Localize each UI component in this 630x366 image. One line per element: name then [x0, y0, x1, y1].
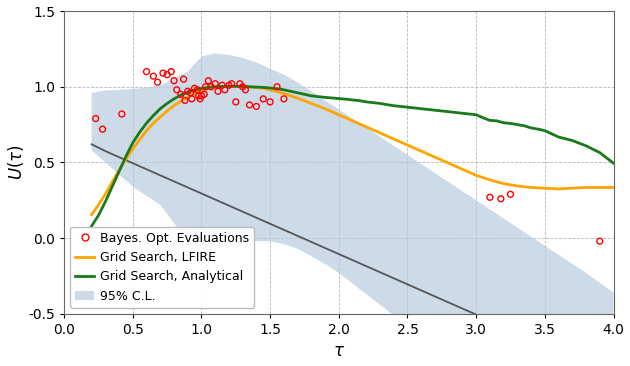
Point	[169, 78, 179, 83]
Y-axis label: $U(\tau)$: $U(\tau)$	[6, 145, 26, 180]
Point	[176, 92, 186, 97]
Point	[244, 102, 255, 108]
X-axis label: $\tau$: $\tau$	[333, 343, 345, 361]
Point	[272, 84, 282, 90]
Point	[258, 96, 268, 102]
Point	[210, 81, 220, 87]
Point	[220, 87, 230, 93]
Point	[227, 81, 237, 87]
Point	[180, 97, 190, 103]
Legend: Bayes. Opt. Evaluations, Grid Search, LFIRE, Grid Search, Analytical, 95% C.L.: Bayes. Opt. Evaluations, Grid Search, LF…	[71, 227, 255, 307]
Point	[185, 90, 195, 96]
Point	[217, 82, 227, 88]
Point	[98, 126, 108, 132]
Point	[200, 84, 210, 90]
Point	[496, 196, 506, 202]
Point	[187, 96, 197, 102]
Point	[193, 93, 203, 99]
Point	[238, 84, 248, 90]
Point	[152, 79, 163, 85]
Point	[192, 87, 202, 93]
Point	[206, 84, 216, 90]
Point	[166, 69, 176, 75]
Point	[213, 88, 223, 94]
Point	[195, 96, 205, 102]
Point	[183, 88, 193, 94]
Point	[241, 87, 251, 93]
Point	[172, 87, 182, 93]
Point	[203, 78, 214, 83]
Point	[279, 96, 289, 102]
Point	[235, 81, 245, 87]
Point	[162, 72, 172, 78]
Point	[148, 73, 158, 79]
Point	[178, 76, 188, 82]
Point	[158, 70, 168, 76]
Point	[117, 111, 127, 117]
Point	[231, 99, 241, 105]
Point	[251, 104, 261, 109]
Point	[199, 92, 209, 97]
Point	[265, 99, 275, 105]
Point	[485, 194, 495, 200]
Point	[595, 238, 605, 244]
Point	[190, 85, 200, 91]
Point	[505, 191, 515, 197]
Point	[224, 82, 234, 88]
Point	[142, 69, 152, 75]
Point	[197, 93, 207, 99]
Point	[91, 116, 101, 122]
